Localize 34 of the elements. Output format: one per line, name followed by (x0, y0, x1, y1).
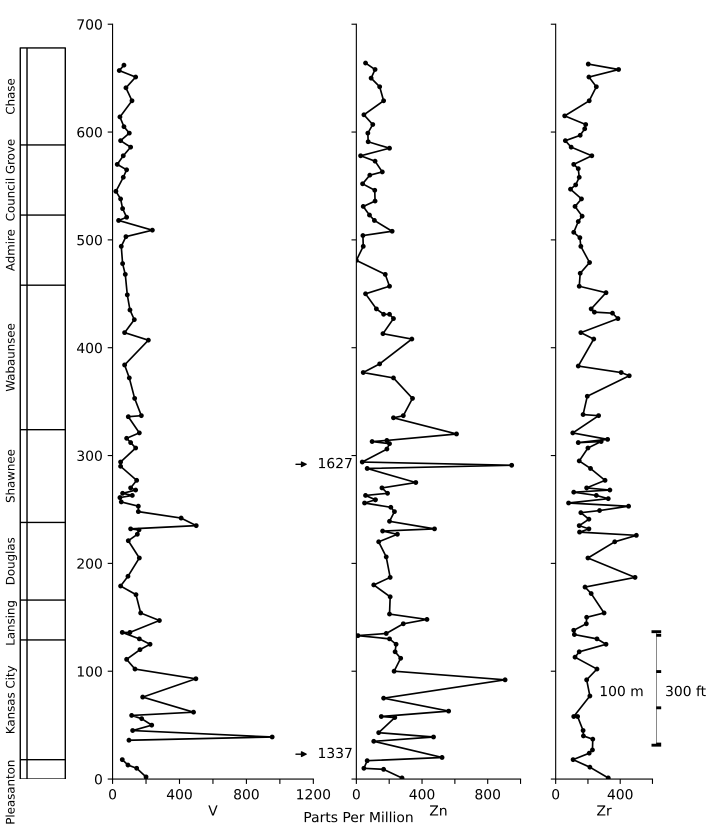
x-tick-label: 400 (608, 789, 633, 800)
y-tick-label: 400 (77, 342, 102, 354)
text: Pleasanton (6, 760, 15, 824)
y-tick-label: 600 (77, 127, 102, 138)
y-tick-label: 300 (77, 450, 102, 462)
x-axis-title: Zn (430, 805, 446, 816)
text: Admire (6, 230, 15, 272)
text: Wabaunsee (6, 324, 15, 392)
y-tick-label: 100 (78, 666, 102, 677)
x-tick-label: 800 (234, 789, 259, 800)
text: Lansing (6, 601, 17, 645)
text: Chase (6, 78, 15, 114)
text: Douglas (6, 538, 17, 584)
x-tick-label: 800 (475, 789, 500, 800)
x-tick-label: 0 (552, 789, 560, 800)
y-tick-label: 200 (77, 558, 102, 569)
x-tick-label: 400 (166, 789, 192, 800)
text: 1627 (319, 458, 352, 468)
x-axis-title: V (208, 805, 218, 816)
text: 300 ft (666, 686, 706, 696)
x-tick-label: 0 (109, 789, 116, 800)
x-tick-label: 0 (352, 789, 360, 800)
text: 1337 (319, 748, 352, 758)
y-tick-label: 500 (77, 234, 102, 246)
text: Council Grove (6, 139, 15, 221)
y-tick-label: 700 (77, 19, 102, 30)
y-tick-label: 0 (94, 774, 102, 785)
x-axis-title: Zr (597, 805, 612, 816)
x-tick-label: 400 (409, 789, 434, 800)
text: Parts Per Million (304, 812, 412, 822)
text: Shawnee (6, 450, 15, 502)
text: Kansas City (6, 666, 17, 733)
annotation: 100 m (600, 686, 643, 696)
x-tick-label: 1200 (297, 789, 330, 800)
